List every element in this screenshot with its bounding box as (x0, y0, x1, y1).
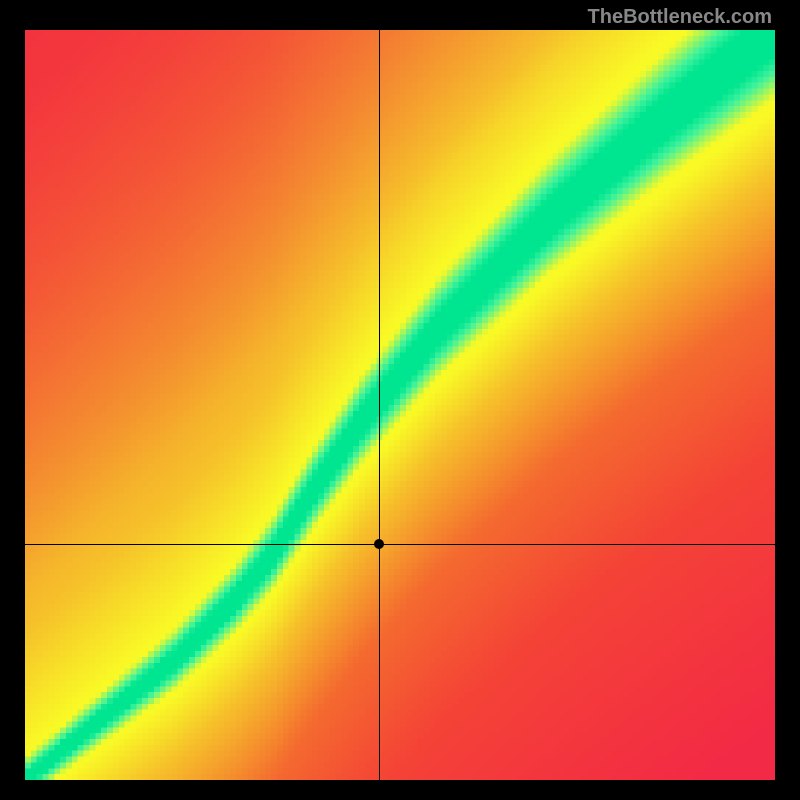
crosshair-vertical (379, 30, 380, 780)
heatmap-canvas (25, 30, 775, 780)
bottleneck-heatmap (25, 30, 775, 780)
crosshair-marker-dot (374, 539, 384, 549)
watermark-text: TheBottleneck.com (588, 6, 772, 29)
crosshair-horizontal (25, 544, 775, 545)
